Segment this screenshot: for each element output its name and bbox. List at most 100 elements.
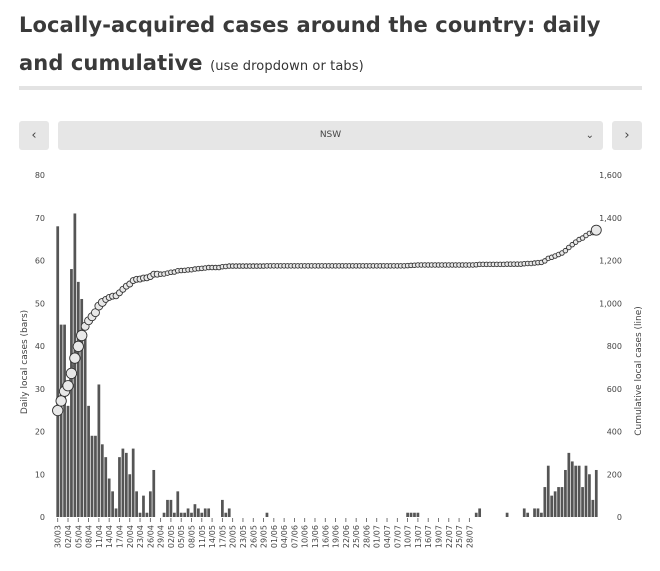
x-tick-08/04: 08/04	[85, 525, 94, 548]
x-tick-17/05: 17/05	[218, 525, 227, 548]
bar-28	[152, 469, 156, 517]
y2-tick-400: 400	[607, 428, 622, 437]
cumulative-markers	[52, 224, 602, 417]
x-tick-02/04: 02/04	[64, 525, 73, 548]
bar-34	[172, 512, 176, 517]
x-tick-07/07: 07/07	[393, 525, 402, 548]
point-149	[566, 244, 572, 251]
bar-122	[474, 512, 478, 517]
bar-150	[570, 461, 574, 517]
bar-2	[63, 324, 66, 518]
bar-10	[90, 435, 94, 517]
chevron-right-icon: ›	[624, 128, 630, 143]
bar-20	[124, 452, 128, 518]
y-tick-60: 60	[35, 257, 45, 266]
bar-152	[577, 465, 581, 517]
bar-137	[526, 512, 530, 517]
y2-tick-1,400: 1,400	[599, 214, 622, 223]
bar-153	[581, 487, 584, 517]
bar-6	[76, 281, 80, 518]
x-tick-04/06: 04/06	[280, 525, 289, 548]
y-tick-80: 80	[35, 171, 45, 180]
x-tick-29/05: 29/05	[260, 525, 269, 548]
x-tick-13/07: 13/07	[414, 525, 423, 548]
y-tick-20: 20	[35, 428, 45, 437]
bar-23	[135, 491, 138, 517]
y-tick-30: 30	[35, 385, 45, 394]
cumulative-series-line	[57, 229, 597, 411]
bar-154	[584, 465, 588, 517]
bar-149	[567, 452, 571, 518]
bar-8	[83, 333, 87, 517]
x-tick-14/04: 14/04	[105, 525, 114, 548]
point-4	[65, 367, 78, 380]
bar-43	[203, 508, 207, 517]
bar-41	[197, 508, 200, 517]
x-tick-23/05: 23/05	[239, 525, 248, 548]
bar-21	[128, 474, 132, 517]
bar-0	[56, 226, 60, 518]
x-tick-07/06: 07/06	[290, 525, 299, 548]
bar-15	[107, 478, 111, 517]
x-tick-28/07: 28/07	[465, 525, 474, 548]
bar-142	[543, 487, 547, 517]
bar-141	[540, 512, 543, 517]
bar-31	[162, 512, 166, 517]
x-tick-11/05: 11/05	[198, 525, 207, 548]
y2-tick-1,000: 1,000	[599, 299, 622, 308]
x-tick-25/07: 25/07	[455, 525, 464, 548]
point-7	[76, 329, 88, 342]
next-button[interactable]: ›	[612, 121, 642, 150]
bar-9	[87, 405, 90, 517]
bar-16	[111, 491, 114, 517]
x-tick-19/06: 19/06	[332, 525, 341, 548]
x-axis-ticks: 30/03 02/04 05/04 08/04 11/04 14/04 17/04 20/04…	[54, 518, 474, 548]
x-tick-11/04: 11/04	[95, 525, 104, 548]
chart-subtitle: (use dropdown or tabs)	[210, 59, 364, 74]
bar-151	[574, 465, 578, 517]
x-tick-08/05: 08/05	[188, 525, 197, 548]
bar-35	[176, 491, 180, 517]
previous-button[interactable]: ‹	[19, 121, 49, 150]
bar-22	[131, 448, 135, 517]
bar-44	[207, 508, 211, 517]
y-tick-10: 10	[35, 470, 45, 479]
point-1	[55, 395, 67, 407]
chevron-left-icon: ‹	[31, 128, 37, 143]
y-tick-40: 40	[35, 342, 45, 351]
daily-bars	[56, 213, 598, 518]
bar-11	[94, 435, 97, 517]
x-tick-22/07: 22/07	[445, 525, 454, 548]
bar-4	[70, 269, 73, 517]
y-tick-0: 0	[40, 513, 45, 522]
x-tick-20/04: 20/04	[126, 525, 135, 548]
bar-40	[193, 504, 197, 517]
point-157	[590, 224, 602, 236]
x-tick-05/05: 05/05	[177, 525, 186, 548]
x-tick-28/06: 28/06	[362, 525, 371, 548]
bar-140	[536, 508, 540, 517]
bar-155	[588, 474, 591, 517]
bar-50	[227, 508, 231, 517]
bar-105	[416, 512, 420, 517]
left-axis-ticks: 0 10 20 30 40 50 60 70 80	[35, 171, 45, 522]
bar-42	[200, 512, 204, 517]
right-axis-ticks: 0 200 400 600 800 1,000 1,200 1,400 1,600	[599, 171, 622, 522]
y2-tick-1,600: 1,600	[599, 171, 622, 180]
y-axis-label: Daily local cases (bars)	[20, 310, 30, 414]
point-5	[69, 352, 81, 364]
x-tick-16/06: 16/06	[321, 525, 330, 548]
cases-chart: 0 10 20 30 40 50 60 70 80 0 200 400 600 800 1,000 1,20…	[20, 171, 644, 548]
bar-33	[169, 499, 173, 517]
y2-tick-600: 600	[607, 385, 622, 394]
bar-104	[413, 512, 416, 517]
point-148	[562, 247, 569, 254]
bar-48	[221, 499, 224, 517]
cumulative-line	[57, 229, 597, 411]
x-tick-29/04: 29/04	[157, 525, 166, 548]
y2-tick-800: 800	[607, 342, 622, 351]
state-dropdown[interactable]: NSW ⌄	[58, 121, 603, 150]
bar-7	[80, 298, 84, 517]
bar-1	[59, 324, 63, 518]
x-tick-30/03: 30/03	[54, 525, 63, 548]
